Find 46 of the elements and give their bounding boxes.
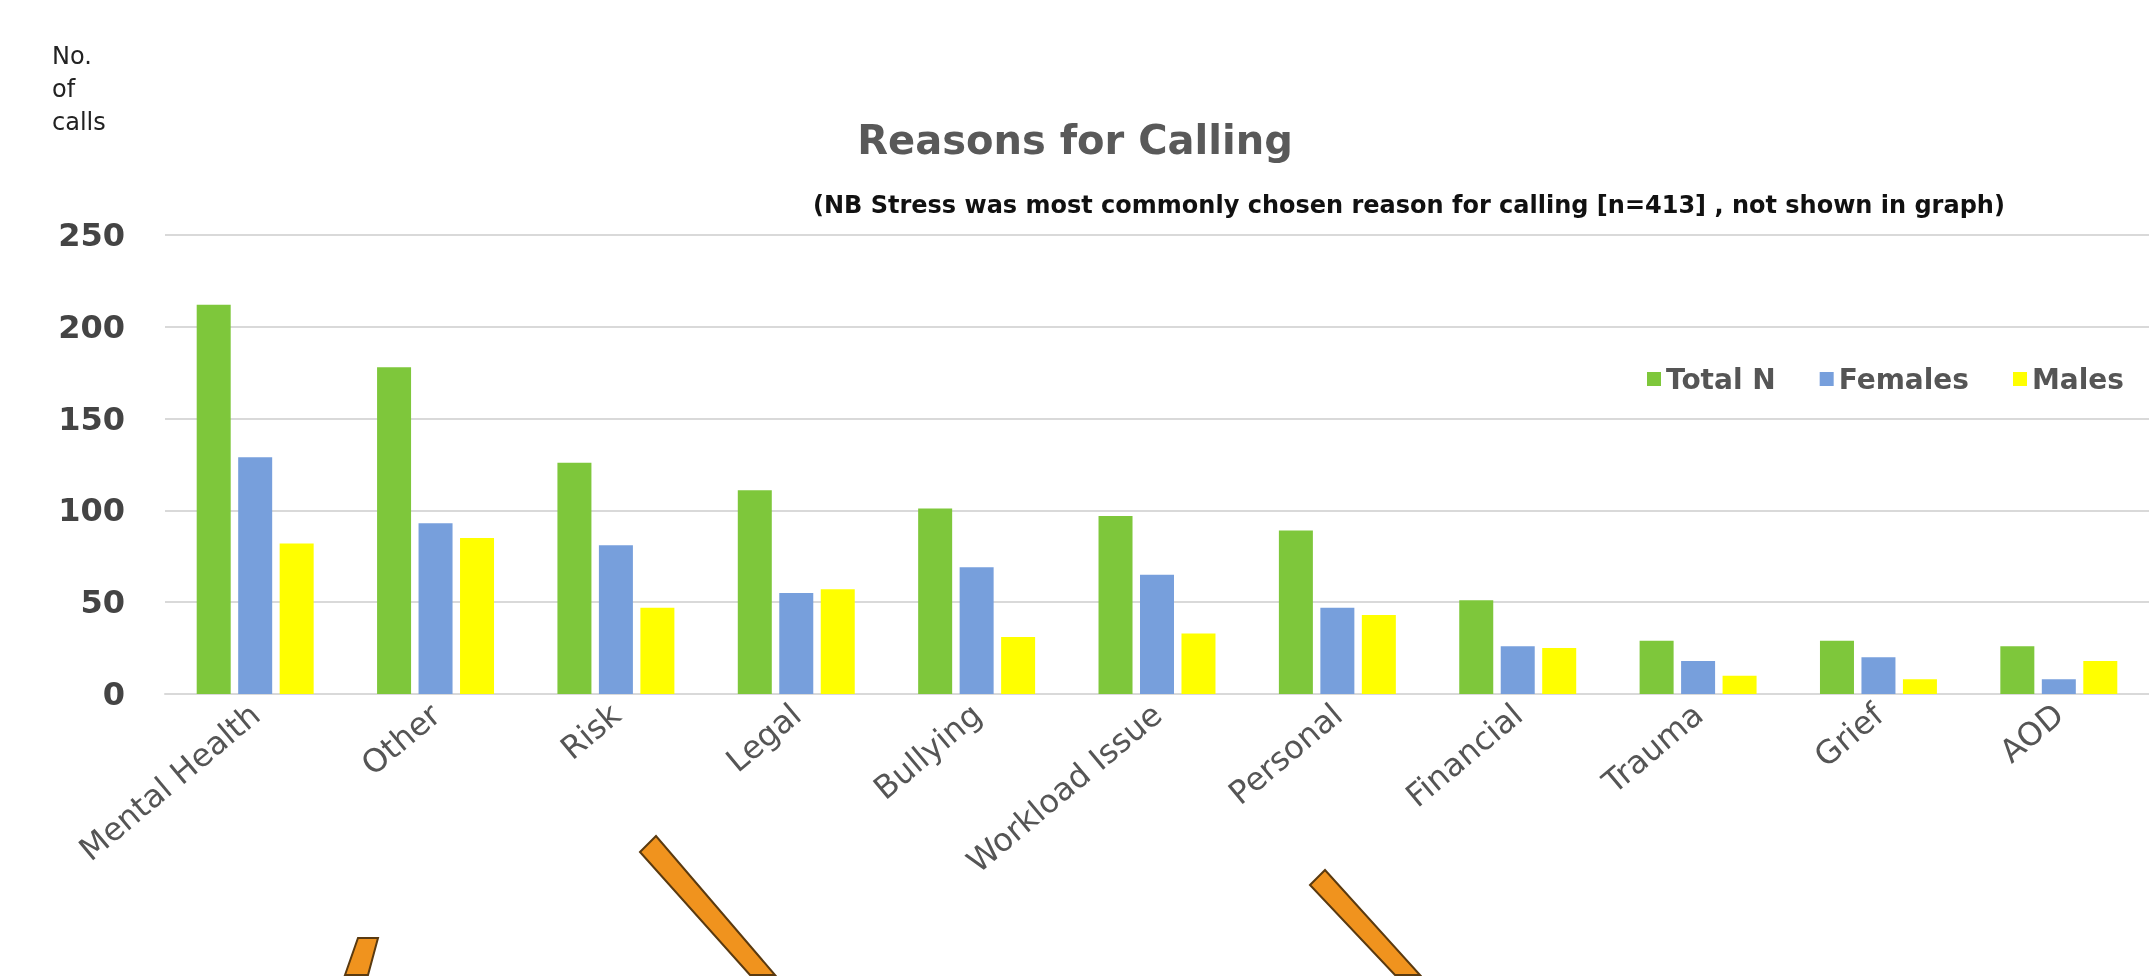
y-tick-label: 150 [58,399,125,438]
chart-title: Reasons for Calling [857,117,1293,163]
bar [2000,646,2035,694]
y-tick-label: 100 [58,491,125,530]
bar [460,537,495,694]
y-tick-label: 250 [58,216,125,254]
bar [1320,607,1355,694]
x-tick-label: Risk [552,695,629,768]
bar [1459,600,1494,694]
bar [1722,675,1757,694]
bar [2083,660,2118,694]
bar [1819,640,1854,694]
bar [377,367,412,694]
bar [1500,646,1535,694]
bar [820,589,855,694]
bar [279,543,314,694]
bar [1181,633,1216,694]
bar [1098,515,1133,694]
bar [1542,648,1577,694]
y-axis-title: No. of calls [52,42,106,136]
y-tick-label: 200 [58,307,125,346]
bar [779,593,814,694]
bar [1861,657,1896,694]
bar [238,457,273,694]
bar [2041,679,2076,694]
bar [1681,660,1716,694]
bar [918,508,953,694]
bar [1278,530,1313,694]
bar [418,523,453,694]
bar [1902,679,1937,694]
bar [959,567,994,694]
bar [1140,574,1174,694]
bar [598,545,633,694]
bar [737,490,772,694]
y-tick-label: 0 [102,675,125,713]
y-tick-label: 50 [80,583,125,622]
legend-label: Males [2031,362,2124,396]
bar [640,607,675,694]
bar [1361,615,1396,694]
legend-label: Females [1838,362,1969,396]
legend-label: Total N [1666,362,1776,396]
bar [196,304,231,694]
bar [1001,637,1036,694]
bar [557,462,592,694]
chart-subtitle: (NB Stress was most commonly chosen reason for calling [n=413] , not shown in graph) [813,191,2005,219]
bar [1639,640,1674,694]
